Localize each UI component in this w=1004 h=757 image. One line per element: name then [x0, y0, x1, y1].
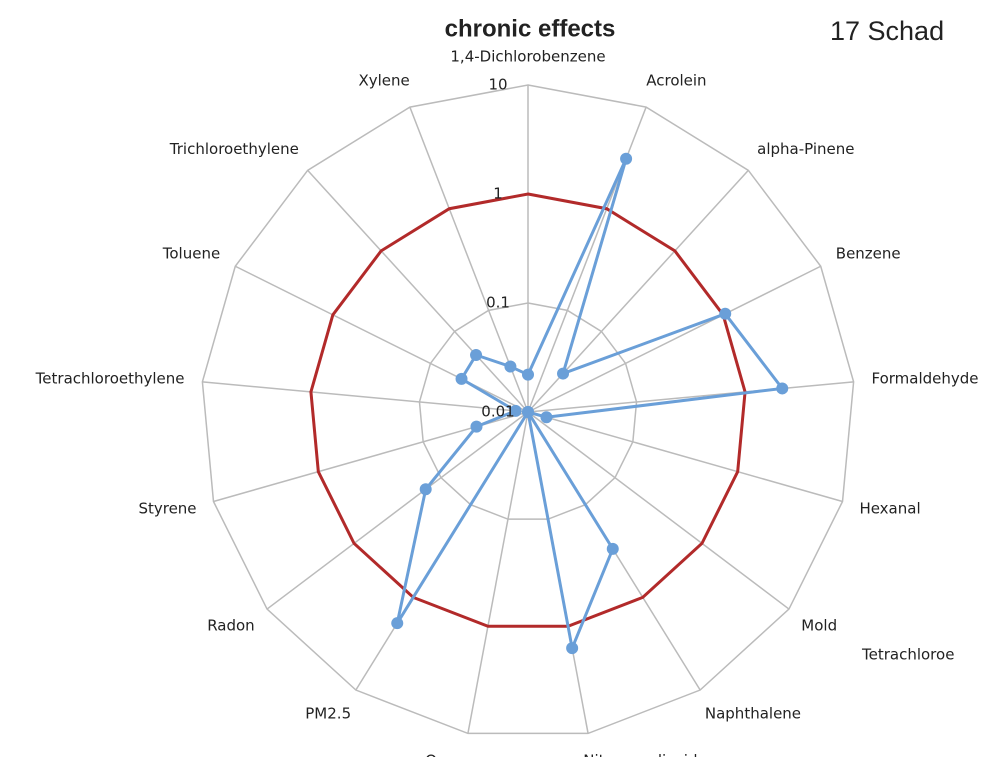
spoke — [234, 265, 529, 413]
data-point — [540, 411, 553, 424]
category-label: Naphthalene — [705, 704, 801, 722]
spoke — [467, 411, 529, 734]
spoke — [527, 411, 790, 610]
category-label: Acrolein — [646, 71, 706, 89]
category-label: Nitrogen dioxide — [583, 751, 707, 757]
data-point — [557, 367, 570, 380]
data-point — [455, 372, 468, 385]
series-line — [395, 158, 786, 654]
y-tick-label: 1 — [493, 185, 503, 203]
category-label: Hexanal — [859, 500, 920, 518]
note: 17 Schad — [830, 16, 944, 46]
data-point — [522, 368, 534, 381]
data-point — [620, 152, 633, 165]
grid-ring — [418, 302, 638, 520]
category-label: 1,4-Dichlorobenzene — [450, 48, 605, 66]
category-label: Xylene — [358, 71, 409, 89]
spoke — [527, 411, 843, 503]
y-tick-label: 0.1 — [486, 294, 510, 312]
data-point — [504, 360, 517, 373]
spoke — [266, 411, 529, 610]
category-label: Styrene — [138, 500, 196, 518]
data-point — [509, 404, 522, 417]
chart-title: chronic effects — [445, 15, 616, 42]
category-label: Toluene — [162, 244, 220, 262]
spoke — [202, 381, 529, 413]
spoke — [527, 265, 822, 413]
data-point — [606, 542, 619, 555]
y-tick-label: 0.01 — [481, 403, 514, 421]
data-point — [470, 349, 483, 362]
data-point — [391, 617, 404, 630]
y-tick-label: 10 — [488, 76, 507, 94]
spoke — [307, 169, 529, 413]
category-label: Radon — [207, 616, 255, 634]
category-label: Formaldehyde — [871, 370, 978, 388]
category-label: PM2.5 — [305, 704, 351, 722]
category-label: Tetrachloroethylene — [35, 370, 185, 388]
data-point — [522, 406, 534, 418]
data-point — [776, 382, 789, 395]
spoke — [527, 381, 854, 413]
category-label: Mold — [801, 616, 837, 634]
category-label: Ozone — [425, 751, 473, 757]
data-point — [566, 642, 579, 655]
grid-ring — [201, 84, 855, 735]
data-point — [419, 483, 432, 496]
data-point — [470, 420, 483, 433]
category-label: Trichloroethylene — [169, 140, 299, 158]
data-point — [719, 307, 732, 320]
category-label: alpha-Pinene — [757, 140, 854, 158]
note: Tetrachloroe — [861, 646, 954, 664]
series-line — [309, 192, 747, 628]
category-label: Benzene — [836, 244, 901, 262]
